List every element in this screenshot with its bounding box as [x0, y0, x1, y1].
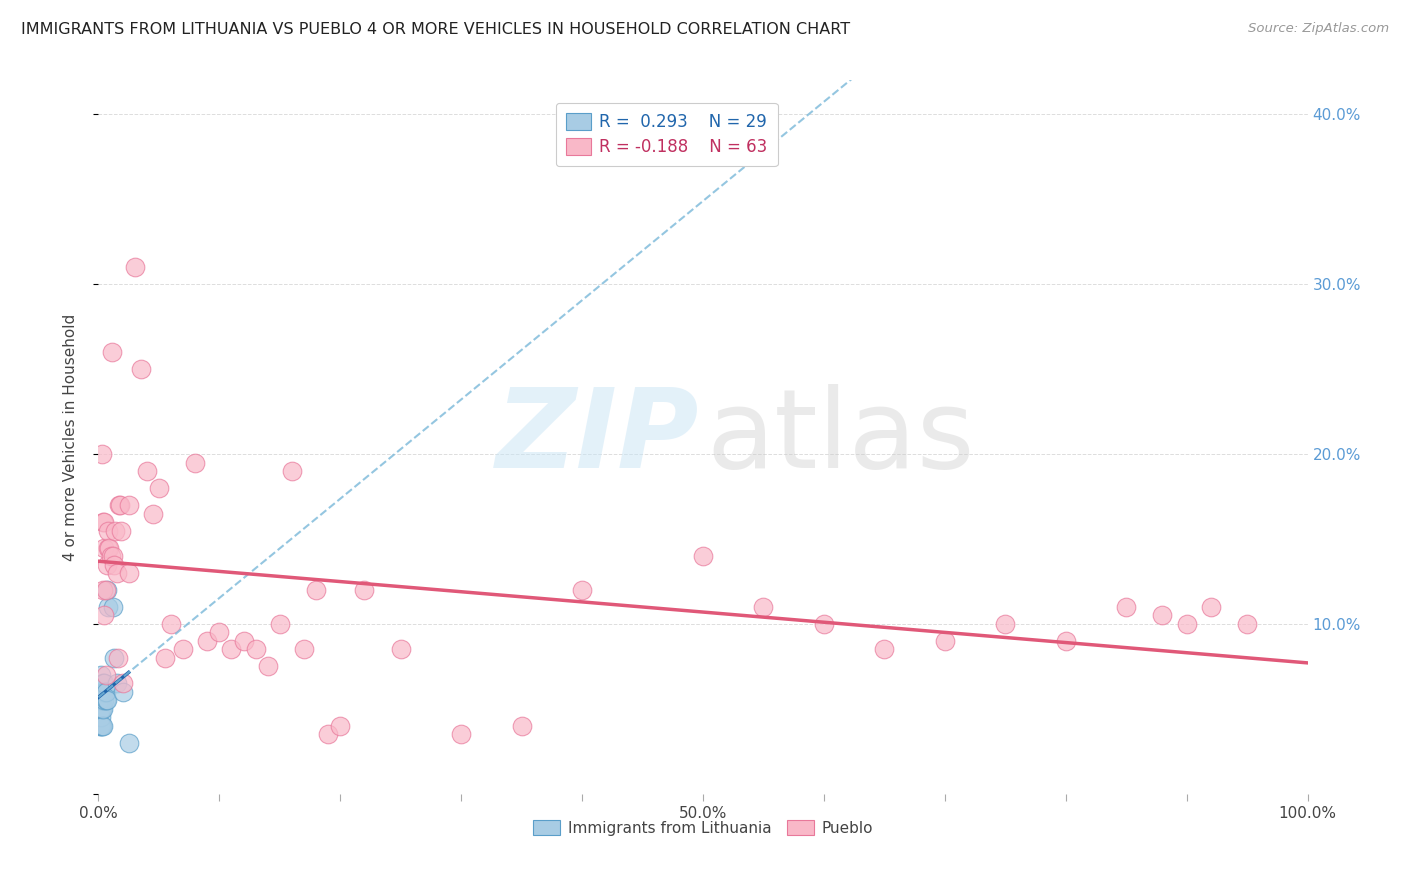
Point — [135, 464, 157, 478]
Point — [100, 549, 122, 563]
Point — [94, 685, 117, 699]
Point — [96, 693, 118, 707]
Point — [142, 507, 165, 521]
Point — [96, 558, 118, 572]
Point — [1199, 599, 1222, 614]
Point — [692, 549, 714, 563]
Point — [105, 566, 128, 580]
Point — [91, 447, 114, 461]
Point — [195, 634, 218, 648]
Point — [101, 599, 124, 614]
Point — [934, 634, 956, 648]
Point — [91, 702, 114, 716]
Point — [108, 498, 131, 512]
Point — [100, 345, 122, 359]
Point — [221, 642, 243, 657]
Point — [172, 642, 194, 657]
Point — [329, 719, 352, 733]
Point — [245, 642, 267, 657]
Point — [148, 481, 170, 495]
Point — [91, 685, 114, 699]
Legend: Immigrants from Lithuania, Pueblo: Immigrants from Lithuania, Pueblo — [524, 812, 882, 843]
Point — [89, 702, 111, 716]
Point — [94, 668, 117, 682]
Point — [93, 676, 115, 690]
Point — [389, 642, 412, 657]
Point — [118, 498, 141, 512]
Point — [91, 719, 114, 733]
Point — [96, 582, 118, 597]
Point — [1175, 617, 1198, 632]
Point — [97, 599, 120, 614]
Point — [91, 693, 114, 707]
Point — [994, 617, 1017, 632]
Point — [89, 719, 111, 733]
Point — [232, 634, 254, 648]
Text: ZIP: ZIP — [496, 384, 699, 491]
Text: IMMIGRANTS FROM LITHUANIA VS PUEBLO 4 OR MORE VEHICLES IN HOUSEHOLD CORRELATION : IMMIGRANTS FROM LITHUANIA VS PUEBLO 4 OR… — [21, 22, 851, 37]
Point — [90, 668, 112, 682]
Point — [90, 710, 112, 724]
Point — [510, 719, 533, 733]
Point — [108, 498, 131, 512]
Point — [105, 676, 128, 690]
Point — [752, 599, 775, 614]
Point — [153, 651, 176, 665]
Point — [93, 515, 115, 529]
Point — [97, 541, 120, 555]
Point — [91, 702, 114, 716]
Point — [292, 642, 315, 657]
Point — [118, 736, 141, 750]
Point — [94, 582, 117, 597]
Point — [316, 727, 339, 741]
Point — [107, 651, 129, 665]
Point — [129, 362, 152, 376]
Text: Source: ZipAtlas.com: Source: ZipAtlas.com — [1249, 22, 1389, 36]
Point — [111, 685, 134, 699]
Point — [94, 693, 117, 707]
Point — [256, 659, 278, 673]
Point — [93, 541, 115, 555]
Point — [118, 566, 141, 580]
Point — [98, 541, 121, 555]
Point — [101, 549, 124, 563]
Point — [103, 651, 125, 665]
Point — [111, 676, 134, 690]
Point — [1054, 634, 1077, 648]
Point — [89, 685, 111, 699]
Point — [305, 582, 328, 597]
Point — [281, 464, 304, 478]
Point — [450, 727, 472, 741]
Point — [813, 617, 835, 632]
Point — [208, 625, 231, 640]
Point — [93, 685, 115, 699]
Point — [571, 582, 593, 597]
Text: atlas: atlas — [707, 384, 976, 491]
Point — [124, 260, 146, 275]
Point — [353, 582, 375, 597]
Point — [1115, 599, 1137, 614]
Point — [97, 524, 120, 538]
Point — [1152, 608, 1174, 623]
Point — [184, 456, 207, 470]
Y-axis label: 4 or more Vehicles in Household: 4 or more Vehicles in Household — [63, 313, 77, 561]
Point — [93, 693, 115, 707]
Point — [93, 608, 115, 623]
Point — [1236, 617, 1258, 632]
Point — [160, 617, 183, 632]
Point — [89, 693, 111, 707]
Point — [873, 642, 896, 657]
Point — [90, 693, 112, 707]
Point — [104, 524, 127, 538]
Point — [91, 582, 114, 597]
Point — [269, 617, 291, 632]
Point — [110, 524, 132, 538]
Point — [91, 719, 114, 733]
Point — [90, 702, 112, 716]
Point — [103, 558, 125, 572]
Point — [90, 719, 112, 733]
Point — [91, 515, 114, 529]
Point — [91, 676, 114, 690]
